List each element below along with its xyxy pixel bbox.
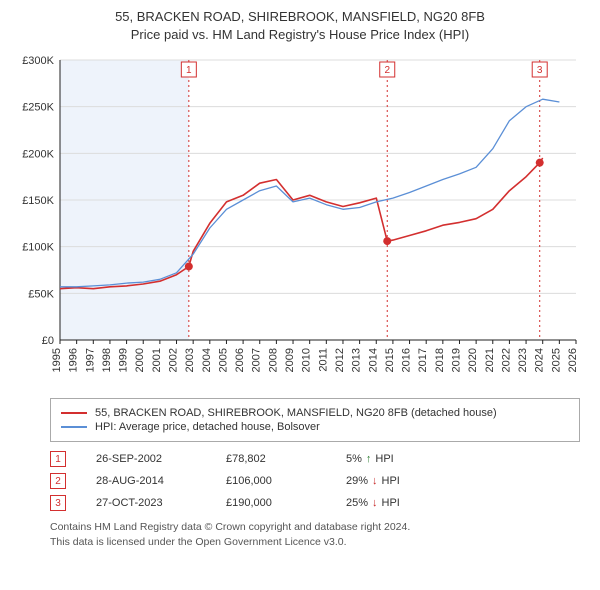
svg-text:2002: 2002 — [168, 348, 180, 372]
svg-text:2000: 2000 — [134, 348, 146, 372]
svg-text:2008: 2008 — [267, 348, 279, 372]
event-diff: 29% ↓ HPI — [346, 475, 426, 487]
event-date: 28-AUG-2014 — [96, 475, 196, 487]
svg-text:2010: 2010 — [301, 348, 313, 372]
event-diff-pct: 5% — [346, 453, 362, 465]
svg-text:£0: £0 — [42, 335, 54, 347]
events-table: 1 26-SEP-2002 £78,802 5% ↑ HPI 2 28-AUG-… — [50, 448, 580, 514]
svg-text:1999: 1999 — [118, 348, 130, 372]
chart-area: £0 £50K £100K £150K £200K £250K £300K 1995 1996 1… — [10, 50, 590, 390]
svg-text:3: 3 — [537, 65, 543, 76]
svg-text:2021: 2021 — [484, 348, 496, 372]
svg-text:2011: 2011 — [317, 348, 329, 372]
svg-text:2003: 2003 — [184, 348, 196, 372]
footer: Contains HM Land Registry data © Crown c… — [50, 520, 580, 549]
legend-box: 55, BRACKEN ROAD, SHIREBROOK, MANSFIELD,… — [50, 398, 580, 442]
event-marker: 3 — [50, 495, 66, 511]
svg-text:2023: 2023 — [517, 348, 529, 372]
footer-line1: Contains HM Land Registry data © Crown c… — [50, 520, 580, 535]
event-diff-label: HPI — [382, 475, 400, 487]
svg-text:2005: 2005 — [217, 348, 229, 372]
svg-text:2025: 2025 — [550, 348, 562, 372]
title-block: 55, BRACKEN ROAD, SHIREBROOK, MANSFIELD,… — [0, 0, 600, 50]
svg-text:2007: 2007 — [251, 348, 263, 372]
svg-text:1996: 1996 — [68, 348, 80, 372]
svg-text:2009: 2009 — [284, 348, 296, 372]
price-chart-svg: £0 £50K £100K £150K £200K £250K £300K 1995 1996 1… — [10, 50, 590, 390]
svg-text:1997: 1997 — [84, 348, 96, 372]
svg-text:2016: 2016 — [401, 348, 413, 372]
svg-text:1998: 1998 — [101, 348, 113, 372]
svg-text:£150K: £150K — [22, 195, 54, 207]
event-date: 27-OCT-2023 — [96, 497, 196, 509]
arrow-down-icon: ↓ — [372, 497, 378, 509]
legend-label-hpi: HPI: Average price, detached house, Bols… — [95, 421, 320, 433]
event-diff: 5% ↑ HPI — [346, 453, 426, 465]
svg-text:2024: 2024 — [534, 348, 546, 372]
svg-text:£250K: £250K — [22, 102, 54, 114]
arrow-up-icon: ↑ — [366, 453, 372, 465]
event-date: 26-SEP-2002 — [96, 453, 196, 465]
event-diff-label: HPI — [375, 453, 393, 465]
event-price: £78,802 — [226, 453, 316, 465]
svg-text:2026: 2026 — [567, 348, 579, 372]
svg-text:2020: 2020 — [467, 348, 479, 372]
svg-text:2013: 2013 — [351, 348, 363, 372]
event-row: 3 27-OCT-2023 £190,000 25% ↓ HPI — [50, 492, 580, 514]
legend-swatch-hpi — [61, 426, 87, 428]
svg-text:2015: 2015 — [384, 348, 396, 372]
event-row: 2 28-AUG-2014 £106,000 29% ↓ HPI — [50, 470, 580, 492]
event-diff-pct: 25% — [346, 497, 368, 509]
svg-text:2014: 2014 — [367, 348, 379, 372]
svg-text:£300K: £300K — [22, 55, 54, 67]
svg-text:2019: 2019 — [450, 348, 462, 372]
svg-text:2: 2 — [384, 65, 390, 76]
svg-text:2012: 2012 — [334, 348, 346, 372]
svg-text:2001: 2001 — [151, 348, 163, 372]
event-row: 1 26-SEP-2002 £78,802 5% ↑ HPI — [50, 448, 580, 470]
svg-text:1: 1 — [186, 65, 192, 76]
event-diff-pct: 29% — [346, 475, 368, 487]
svg-text:£100K: £100K — [22, 242, 54, 254]
event-price: £190,000 — [226, 497, 316, 509]
arrow-down-icon: ↓ — [372, 475, 378, 487]
footer-line2: This data is licensed under the Open Gov… — [50, 535, 580, 550]
legend-item-price: 55, BRACKEN ROAD, SHIREBROOK, MANSFIELD,… — [61, 407, 569, 419]
svg-text:£50K: £50K — [28, 289, 54, 301]
svg-text:2006: 2006 — [234, 348, 246, 372]
legend-swatch-price — [61, 412, 87, 414]
svg-text:£200K: £200K — [22, 149, 54, 161]
event-price: £106,000 — [226, 475, 316, 487]
event-diff-label: HPI — [382, 497, 400, 509]
svg-text:2017: 2017 — [417, 348, 429, 372]
svg-text:2018: 2018 — [434, 348, 446, 372]
title-address: 55, BRACKEN ROAD, SHIREBROOK, MANSFIELD,… — [10, 8, 590, 26]
event-diff: 25% ↓ HPI — [346, 497, 426, 509]
legend-item-hpi: HPI: Average price, detached house, Bols… — [61, 421, 569, 433]
svg-text:2004: 2004 — [201, 348, 213, 372]
event-marker: 1 — [50, 451, 66, 467]
svg-text:1995: 1995 — [51, 348, 63, 372]
event-marker: 2 — [50, 473, 66, 489]
legend-label-price: 55, BRACKEN ROAD, SHIREBROOK, MANSFIELD,… — [95, 407, 497, 419]
svg-text:2022: 2022 — [500, 348, 512, 372]
title-subtitle: Price paid vs. HM Land Registry's House … — [10, 26, 590, 44]
